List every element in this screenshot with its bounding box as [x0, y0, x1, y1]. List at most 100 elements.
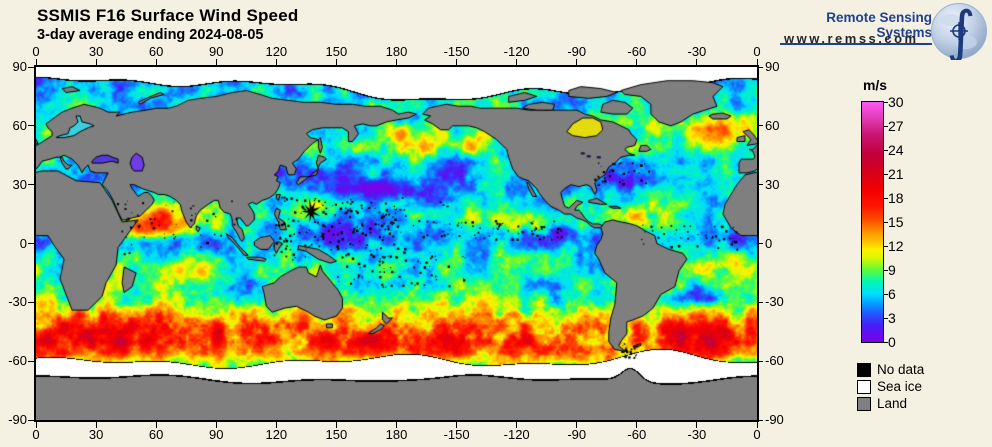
colorbar-unit-label: m/s [862, 77, 888, 93]
lat-tick-right [757, 360, 763, 362]
globe-logo-icon: ∫ [931, 2, 987, 60]
lat-label-right: 0 [765, 235, 773, 251]
lon-label-bottom: -120 [503, 427, 530, 442]
lon-tick-bottom [335, 422, 337, 428]
lon-label-bottom: 60 [148, 427, 164, 442]
lat-tick-right [757, 184, 763, 186]
map-frame [34, 65, 759, 422]
colorbar-tickmark [883, 245, 888, 247]
lon-label-bottom: 30 [88, 427, 104, 442]
legend-row: Land [857, 395, 977, 412]
colorbar-tick-label: 3 [888, 310, 896, 326]
legend-label: Land [877, 396, 908, 411]
legend-label: Sea ice [877, 379, 923, 394]
lon-label-bottom: -90 [567, 427, 587, 442]
legend-label: No data [877, 362, 925, 377]
lon-tick-top [275, 59, 277, 65]
colorbar-tickmark [883, 317, 888, 319]
lon-tick-top [576, 59, 578, 65]
lon-label-bottom: 0 [32, 427, 40, 442]
lon-tick-bottom [456, 422, 458, 428]
lat-label-right: -90 [765, 412, 784, 427]
lon-tick-bottom [636, 422, 638, 428]
lon-tick-bottom [576, 422, 578, 428]
lon-label-top: 120 [265, 44, 288, 59]
lat-tick-right [757, 125, 763, 127]
lat-label-left: -30 [8, 294, 27, 310]
lon-label-top: 30 [88, 44, 104, 59]
colorbar-tick-label: 12 [888, 238, 904, 254]
lon-label-bottom: 120 [265, 427, 288, 442]
lat-label-left: 90 [12, 59, 27, 74]
lon-tick-bottom [275, 422, 277, 428]
lon-tick-top [95, 59, 97, 65]
lon-tick-top [35, 59, 37, 65]
lon-label-top: 150 [325, 44, 348, 59]
figure-title: SSMIS F16 Surface Wind Speed [37, 6, 299, 25]
colorbar-tick-label: 9 [888, 262, 896, 278]
lon-tick-top [636, 59, 638, 65]
legend-row: No data [857, 361, 977, 378]
lat-label-right: 60 [765, 117, 780, 133]
colorbar-tick-label: 24 [888, 142, 904, 158]
lon-label-top: 90 [209, 44, 224, 59]
colorbar-tickmark [883, 125, 888, 127]
colorbar-tick-label: 27 [888, 118, 904, 134]
lon-label-bottom: -150 [443, 427, 470, 442]
lat-tick-left [28, 66, 34, 68]
colorbar-tickmark [883, 173, 888, 175]
lon-tick-top [456, 59, 458, 65]
lon-tick-bottom [396, 422, 397, 428]
lat-tick-right [757, 301, 763, 303]
figure-subtitle: 3-day average ending 2024-08-05 [37, 27, 264, 43]
lon-label-top: -60 [627, 44, 647, 59]
lon-tick-top [516, 59, 518, 65]
colorbar-tick-label: 21 [888, 166, 904, 182]
lon-tick-bottom [95, 422, 97, 428]
lat-label-right: -60 [765, 353, 784, 369]
colorbar-tick-label: 6 [888, 286, 896, 302]
lon-label-top: 0 [753, 44, 761, 59]
colorbar-tick-label: 30 [888, 94, 904, 110]
lon-tick-top [215, 59, 217, 65]
legend-swatch [857, 363, 871, 377]
colorbar-tickmark [883, 221, 888, 223]
lon-tick-top [696, 59, 698, 65]
lon-tick-bottom [516, 422, 518, 428]
lon-tick-top [756, 59, 758, 65]
lon-label-bottom: 150 [325, 427, 348, 442]
lon-tick-top [335, 59, 337, 65]
lat-tick-left [28, 360, 34, 362]
branding-name: Remote Sensing Systems [780, 10, 932, 45]
lat-label-left: -60 [8, 353, 27, 369]
lon-tick-bottom [35, 422, 37, 428]
lat-label-left: -90 [8, 412, 27, 427]
colorbar-tickmark [883, 101, 888, 103]
legend-row: Sea ice [857, 378, 977, 395]
lat-label-right: 30 [765, 176, 780, 192]
lat-tick-right [757, 419, 763, 421]
lon-tick-top [155, 59, 157, 65]
colorbar-tickmark [883, 341, 888, 343]
lon-label-top: -30 [687, 44, 707, 59]
colorbar-tickmark [883, 149, 888, 151]
lon-label-top: 0 [32, 44, 40, 59]
lat-tick-left [28, 184, 34, 186]
lon-tick-bottom [155, 422, 157, 428]
lon-label-top: 180 [385, 44, 408, 59]
lon-label-top: -150 [443, 44, 470, 59]
lon-tick-top [396, 59, 397, 65]
branding-url: www.remss.com [784, 31, 919, 46]
lon-label-top: 60 [148, 44, 164, 59]
lon-label-bottom: 0 [753, 427, 761, 442]
wind-speed-map [36, 67, 757, 420]
colorbar-tickmark [883, 269, 888, 271]
lon-label-bottom: -30 [687, 427, 707, 442]
lat-label-left: 30 [12, 176, 27, 192]
lon-tick-bottom [215, 422, 217, 428]
lat-label-left: 0 [19, 235, 27, 251]
lat-tick-right [757, 243, 763, 244]
globe-cloud [955, 35, 977, 49]
lat-tick-left [28, 243, 34, 244]
lon-tick-bottom [696, 422, 698, 428]
